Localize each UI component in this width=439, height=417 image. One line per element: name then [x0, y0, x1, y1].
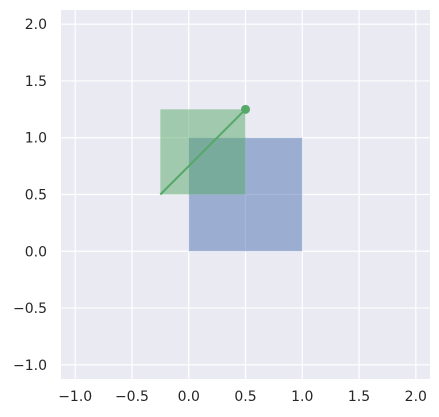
chart-series — [159, 104, 250, 196]
x-tick-label: 0.0 — [178, 389, 200, 405]
y-tick-label: 0.5 — [25, 188, 47, 204]
y-tick-label: −0.5 — [13, 301, 47, 317]
y-axis-ticks: −1.0 −0.5 0.0 0.5 1.0 1.5 2.0 — [13, 17, 47, 374]
x-tick-label: −1.0 — [58, 389, 92, 405]
y-tick-label: 0.0 — [25, 244, 47, 260]
x-tick-label: −0.5 — [115, 389, 149, 405]
series-line-1 — [159, 108, 247, 196]
y-tick-label: 2.0 — [25, 17, 47, 33]
y-tick-label: 1.5 — [25, 74, 47, 90]
data-point-1 — [241, 104, 250, 114]
y-tick-label: 1.0 — [25, 131, 47, 147]
y-tick-label: −1.0 — [13, 358, 47, 374]
x-tick-label: 0.5 — [234, 389, 256, 405]
x-axis-ticks: −1.0 −0.5 0.0 0.5 1.0 1.5 2.0 — [58, 389, 427, 405]
x-tick-label: 1.5 — [348, 389, 370, 405]
x-tick-label: 1.0 — [291, 389, 313, 405]
x-tick-label: 2.0 — [405, 389, 427, 405]
